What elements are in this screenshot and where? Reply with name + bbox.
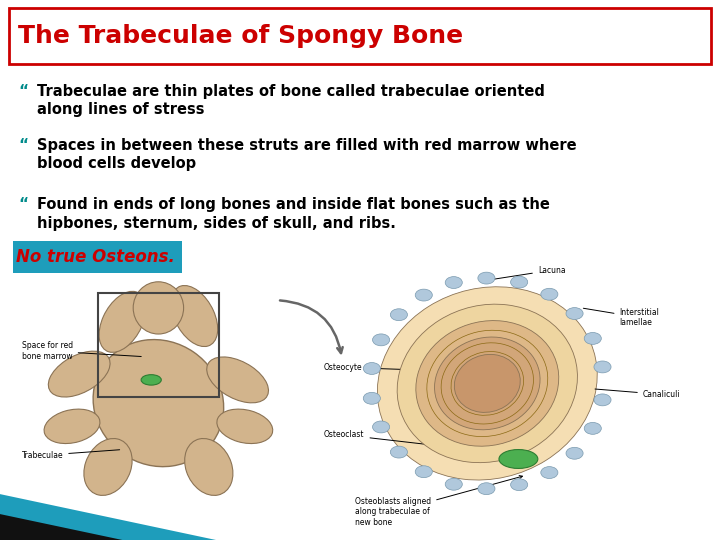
Circle shape xyxy=(364,393,380,404)
Circle shape xyxy=(541,467,558,478)
Text: No true Osteons.: No true Osteons. xyxy=(16,248,175,266)
Ellipse shape xyxy=(141,375,161,385)
Text: Canaliculi: Canaliculi xyxy=(595,389,680,399)
Circle shape xyxy=(415,466,432,478)
Text: Osteoblasts aligned
along trabeculae of
new bone: Osteoblasts aligned along trabeculae of … xyxy=(355,476,523,526)
Text: Trabeculae are thin plates of bone called trabeculae oriented
along lines of str: Trabeculae are thin plates of bone calle… xyxy=(37,84,545,117)
Polygon shape xyxy=(0,514,122,540)
Ellipse shape xyxy=(133,282,184,334)
Ellipse shape xyxy=(48,351,110,397)
Circle shape xyxy=(584,333,601,345)
Ellipse shape xyxy=(207,357,269,403)
Text: “: “ xyxy=(18,84,28,99)
Text: Trabeculae: Trabeculae xyxy=(22,450,120,460)
Circle shape xyxy=(390,309,408,321)
Ellipse shape xyxy=(84,438,132,495)
Ellipse shape xyxy=(184,438,233,495)
Circle shape xyxy=(541,288,558,300)
Text: The Trabeculae of Spongy Bone: The Trabeculae of Spongy Bone xyxy=(18,24,463,48)
Text: “: “ xyxy=(18,197,28,212)
Ellipse shape xyxy=(435,337,540,430)
Circle shape xyxy=(478,483,495,495)
Ellipse shape xyxy=(44,409,100,443)
Text: Interstitial
lamellae: Interstitial lamellae xyxy=(583,308,660,327)
Circle shape xyxy=(445,276,462,288)
Text: Osteocyte: Osteocyte xyxy=(324,363,415,372)
Circle shape xyxy=(372,334,390,346)
Ellipse shape xyxy=(499,449,538,468)
Text: Spaces in between these struts are filled with red marrow where
blood cells deve: Spaces in between these struts are fille… xyxy=(37,138,577,171)
Ellipse shape xyxy=(217,409,273,443)
Circle shape xyxy=(415,289,432,301)
FancyBboxPatch shape xyxy=(9,8,711,64)
Ellipse shape xyxy=(416,321,559,446)
Circle shape xyxy=(478,272,495,284)
FancyBboxPatch shape xyxy=(13,241,182,273)
Circle shape xyxy=(594,361,611,373)
Ellipse shape xyxy=(171,286,217,347)
Circle shape xyxy=(510,276,528,288)
Text: Space for red
bone marrow: Space for red bone marrow xyxy=(22,341,141,361)
Circle shape xyxy=(566,308,583,320)
Circle shape xyxy=(566,447,583,459)
Ellipse shape xyxy=(377,287,597,480)
Text: Found in ends of long bones and inside flat bones such as the
hipbones, sternum,: Found in ends of long bones and inside f… xyxy=(37,197,550,231)
Text: Osteoclast: Osteoclast xyxy=(324,430,504,453)
Ellipse shape xyxy=(454,354,521,413)
Text: Lacuna: Lacuna xyxy=(486,266,565,280)
Ellipse shape xyxy=(93,340,224,467)
Circle shape xyxy=(390,446,408,458)
Circle shape xyxy=(364,362,380,374)
Ellipse shape xyxy=(397,304,577,463)
Circle shape xyxy=(594,394,611,406)
Circle shape xyxy=(510,479,528,491)
Ellipse shape xyxy=(99,291,145,353)
Polygon shape xyxy=(0,494,216,540)
Circle shape xyxy=(445,478,462,490)
Circle shape xyxy=(372,421,390,433)
Circle shape xyxy=(584,422,601,434)
Text: “: “ xyxy=(18,138,28,153)
